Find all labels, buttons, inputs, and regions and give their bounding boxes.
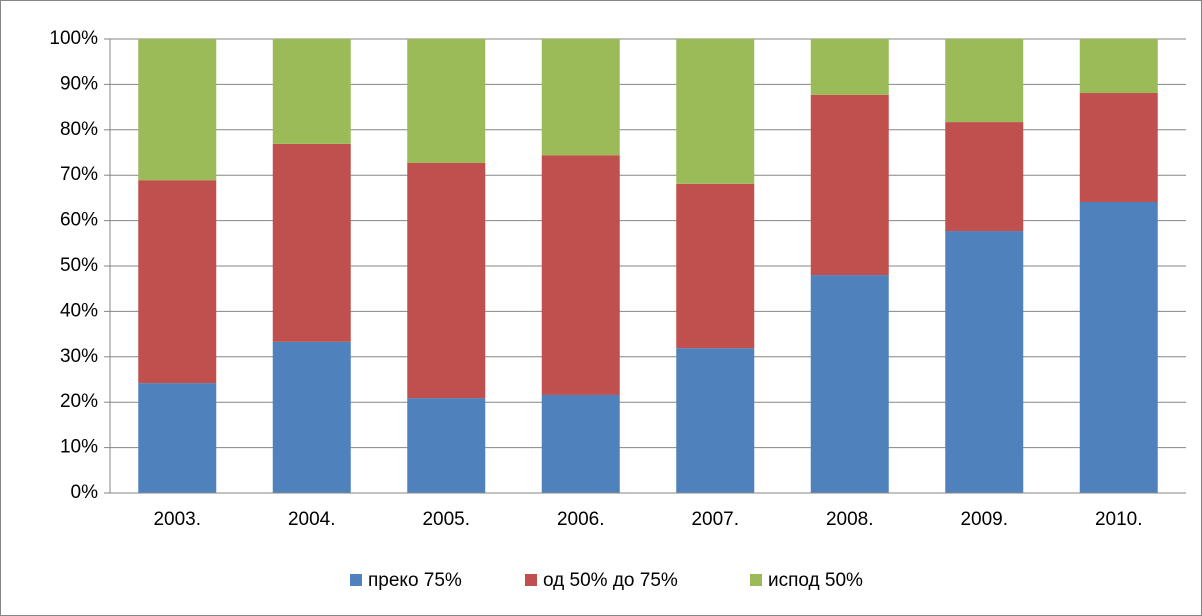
bar-segment [138,39,217,181]
y-tick-label: 90% [60,73,98,94]
bar-segment [541,155,620,395]
bar-segment [138,383,217,493]
y-tick-label: 30% [60,346,98,367]
y-tick-label: 10% [60,437,98,458]
bar-segment [541,39,620,156]
y-tick-label: 40% [60,300,98,321]
bar-segment [676,39,755,184]
x-tick-label: 2004. [288,509,336,530]
y-tick-label: 50% [60,255,98,276]
y-tick-label: 70% [60,164,98,185]
bar-segment [1079,201,1158,493]
bar-segment [407,398,486,493]
legend-label: преко 75% [368,570,462,591]
bar-segment [676,183,755,349]
y-tick-label: 20% [60,391,98,412]
bar-segment [1079,93,1158,202]
x-tick-label: 2007. [691,509,739,530]
bar-segment [272,39,351,144]
legend-swatch [750,574,762,586]
x-tick-label: 2010. [1095,509,1143,530]
bar-segment [810,275,889,493]
y-tick-label: 60% [60,210,98,231]
bar-segment [1079,39,1158,94]
bar-segment [676,348,755,493]
x-tick-label: 2005. [422,509,470,530]
x-tick-label: 2009. [960,509,1008,530]
bar-segment [945,39,1024,123]
bar-segment [945,122,1024,232]
bar-segment [810,39,889,95]
bar-segment [407,39,486,163]
y-tick-label: 100% [49,28,98,49]
bar-segment [945,231,1024,494]
y-tick-label: 80% [60,119,98,140]
y-tick-label: 0% [71,482,99,503]
legend-label: испод 50% [768,570,863,591]
legend-swatch [350,574,362,586]
bar-segment [138,180,217,384]
bar-segment [272,143,351,342]
x-tick-label: 2008. [826,509,874,530]
bar-segment [272,341,351,493]
legend-swatch [525,574,537,586]
bar-segment [407,162,486,399]
x-tick-label: 2003. [153,509,201,530]
bar-segment [810,94,889,276]
x-tick-label: 2006. [557,509,605,530]
legend-label: од 50% до 75% [543,570,678,591]
bar-segment [541,394,620,493]
